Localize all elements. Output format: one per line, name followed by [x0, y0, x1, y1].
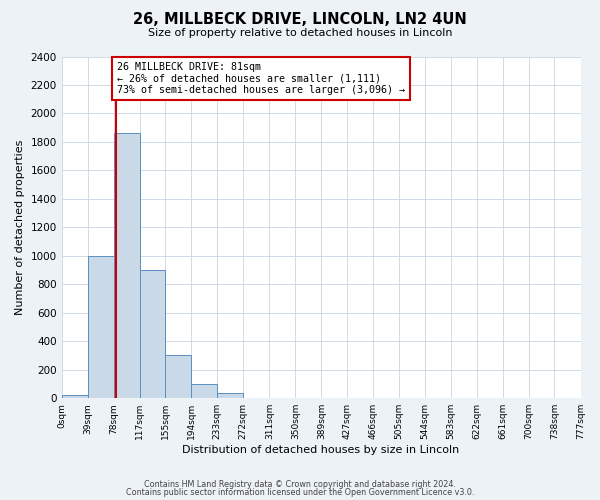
- Bar: [62, 396, 88, 398]
- Bar: [217, 392, 243, 398]
- Bar: [191, 384, 217, 398]
- Text: Contains HM Land Registry data © Crown copyright and database right 2024.: Contains HM Land Registry data © Crown c…: [144, 480, 456, 489]
- Bar: [114, 134, 140, 398]
- Y-axis label: Number of detached properties: Number of detached properties: [15, 140, 25, 315]
- Text: 26, MILLBECK DRIVE, LINCOLN, LN2 4UN: 26, MILLBECK DRIVE, LINCOLN, LN2 4UN: [133, 12, 467, 28]
- X-axis label: Distribution of detached houses by size in Lincoln: Distribution of detached houses by size …: [182, 445, 460, 455]
- Bar: [88, 256, 114, 398]
- Text: Size of property relative to detached houses in Lincoln: Size of property relative to detached ho…: [148, 28, 452, 38]
- Text: Contains public sector information licensed under the Open Government Licence v3: Contains public sector information licen…: [126, 488, 474, 497]
- Bar: [165, 356, 191, 398]
- Bar: [140, 270, 165, 398]
- Text: 26 MILLBECK DRIVE: 81sqm
← 26% of detached houses are smaller (1,111)
73% of sem: 26 MILLBECK DRIVE: 81sqm ← 26% of detach…: [117, 62, 405, 96]
